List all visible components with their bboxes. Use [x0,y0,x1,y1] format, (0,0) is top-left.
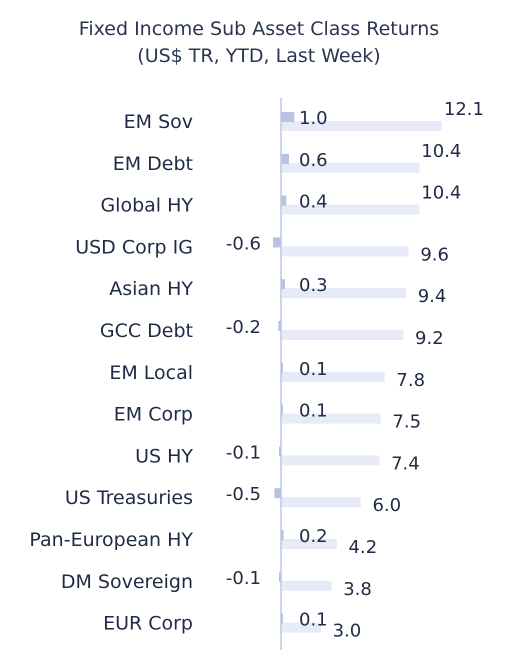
ytd-bar [281,413,381,424]
ytd-value-label: 3.8 [343,579,372,600]
ytd-value-label: 9.4 [418,286,447,307]
last-week-bar [281,404,283,415]
last-week-value-label: 0.3 [299,275,328,296]
ytd-value-label: 7.8 [396,370,425,391]
ytd-value-label: 12.1 [444,99,484,120]
category-label: EUR Corp [103,613,193,635]
last-week-value-label: -0.1 [226,442,261,463]
ytd-value-label: 4.2 [349,537,378,558]
last-week-value-label: -0.5 [226,484,261,505]
last-week-value-label: 0.1 [299,610,328,631]
chart-subtitle: (US$ TR, YTD, Last Week) [137,45,381,67]
ytd-bar [281,246,409,257]
category-label: Global HY [100,195,193,217]
ytd-bar [281,288,407,299]
ytd-value-label: 9.6 [420,244,449,265]
ytd-value-label: 6.0 [372,495,401,516]
ytd-value-label: 3.0 [333,621,362,642]
category-label: EM Local [109,362,193,384]
last-week-bar [281,195,287,206]
last-week-bar [278,321,281,331]
category-label: GCC Debt [100,320,193,342]
ytd-bar [281,371,385,382]
last-week-value-label: -0.6 [226,233,261,254]
last-week-bar [279,571,281,582]
category-label: USD Corp IG [75,236,193,258]
last-week-value-label: 1.0 [299,108,328,129]
labels: EM Sov 12.1 1.0 EM Debt 10.4 0.6 Global HY 10.4… [29,99,484,642]
chart-title: Fixed Income Sub Asset Class Returns [78,18,440,40]
last-week-bar [281,613,283,624]
ytd-value-label: 9.2 [415,328,444,349]
ytd-value-label: 10.4 [421,141,461,162]
last-week-bar [281,153,289,164]
ytd-value-label: 7.5 [392,412,421,433]
last-week-bar [281,279,285,290]
ytd-bar [281,497,361,508]
ytd-bar [281,121,442,131]
last-week-bar [274,488,281,499]
ytd-value-label: 7.4 [391,453,420,474]
last-week-value-label: 0.1 [299,359,328,380]
ytd-bar [281,330,404,340]
category-label: Pan-European HY [29,529,193,551]
ytd-bar [281,162,420,173]
ytd-bar [281,580,332,591]
last-week-value-label: 0.2 [299,526,328,547]
ytd-bar [281,204,420,215]
last-week-bars [273,112,295,624]
last-week-value-label: -0.2 [226,317,261,338]
last-week-value-label: -0.1 [226,568,261,589]
category-label: EM Corp [114,404,193,426]
ytd-bars [281,121,442,633]
category-label: EM Sov [124,111,193,133]
category-label: US Treasuries [65,487,193,509]
ytd-bar [281,539,337,549]
category-label: DM Sovereign [61,571,193,593]
last-week-bar [281,362,283,373]
last-week-value-label: 0.4 [299,192,328,213]
last-week-bar [281,530,284,540]
ytd-value-label: 10.4 [421,183,461,204]
last-week-bar [281,112,295,122]
ytd-bar [281,622,321,633]
last-week-bar [279,446,281,457]
category-label: EM Debt [113,153,193,175]
last-week-value-label: 0.6 [299,150,328,171]
last-week-value-label: 0.1 [299,401,328,422]
last-week-bar [273,237,281,248]
chart-title-block: Fixed Income Sub Asset Class Returns (US… [0,16,518,70]
ytd-bar [281,455,380,466]
category-label: US HY [135,445,193,467]
category-label: Asian HY [109,278,193,300]
